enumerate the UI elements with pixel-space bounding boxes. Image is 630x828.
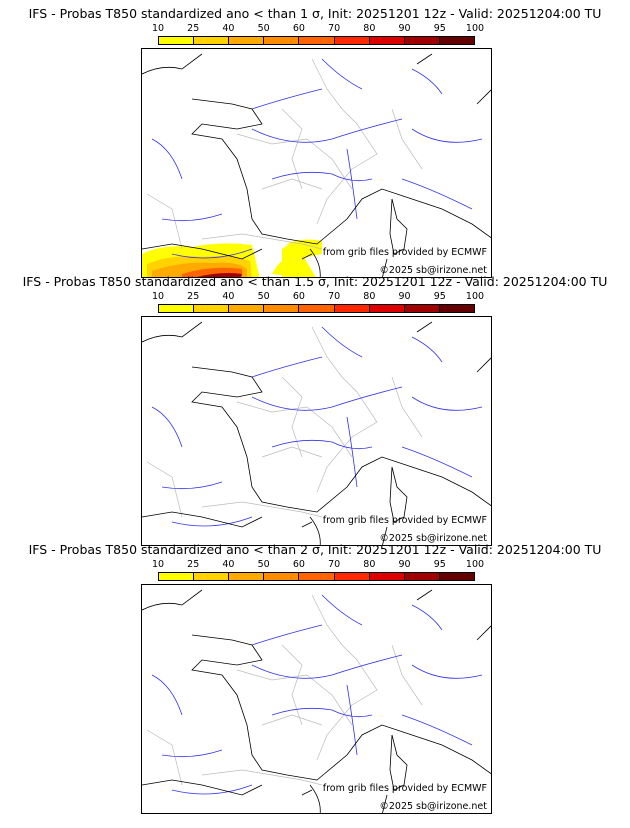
coastlines xyxy=(142,589,491,813)
colorbar-tick: 40 xyxy=(222,291,235,302)
colorbar-tick: 80 xyxy=(363,559,376,570)
colorbar-segment xyxy=(194,37,230,44)
colorbar-segment xyxy=(334,37,370,44)
rivers xyxy=(151,326,483,527)
colorbar-tick: 90 xyxy=(398,23,411,34)
probability-map[interactable]: from grib files provided by ECMWF ©2025 … xyxy=(141,48,492,278)
probability-field xyxy=(142,239,322,277)
borders xyxy=(146,594,423,786)
colorbar-segment xyxy=(439,573,474,580)
colorbar-segment xyxy=(369,573,405,580)
panel-title: IFS - Probas T850 standardized ano < tha… xyxy=(28,542,602,557)
colorbar-tick: 100 xyxy=(465,559,485,570)
borders xyxy=(146,326,423,518)
coastlines xyxy=(142,321,491,545)
colorbar-tick: 95 xyxy=(433,559,446,570)
coastlines xyxy=(142,53,491,277)
copyright-credit: ©2025 sb@irizone.net xyxy=(379,801,487,812)
borders xyxy=(146,58,423,250)
colorbar-segment xyxy=(229,37,265,44)
colorbar-segment xyxy=(404,37,440,44)
colorbar-tick: 70 xyxy=(328,291,341,302)
map-panel: IFS - Probas T850 standardized ano < tha… xyxy=(0,0,630,278)
colorbar-ticks: 10 25 40 50 60 70 80 90 95 100 xyxy=(152,559,484,570)
colorbar xyxy=(158,304,475,313)
colorbar-segment xyxy=(369,305,405,312)
rivers xyxy=(151,58,483,259)
colorbar-tick: 25 xyxy=(187,23,200,34)
colorbar-tick: 90 xyxy=(398,559,411,570)
colorbar-tick: 40 xyxy=(222,23,235,34)
probability-map[interactable]: from grib files provided by ECMWF ©2025 … xyxy=(141,316,492,546)
colorbar-tick: 70 xyxy=(328,23,341,34)
map-panel: IFS - Probas T850 standardized ano < tha… xyxy=(0,268,630,546)
colorbar-tick: 100 xyxy=(465,23,485,34)
source-credit: from grib files provided by ECMWF xyxy=(322,515,487,526)
colorbar-tick: 95 xyxy=(433,291,446,302)
source-credit: from grib files provided by ECMWF xyxy=(322,783,487,794)
colorbar-segment xyxy=(299,573,335,580)
rivers xyxy=(151,594,483,795)
colorbar-segment xyxy=(404,573,440,580)
colorbar-tick: 50 xyxy=(257,291,270,302)
colorbar-tick: 40 xyxy=(222,559,235,570)
colorbar-segment xyxy=(299,37,335,44)
colorbar-tick: 60 xyxy=(292,291,305,302)
colorbar-tick: 80 xyxy=(363,23,376,34)
colorbar-tick: 50 xyxy=(257,23,270,34)
colorbar-segment xyxy=(264,37,300,44)
probability-map[interactable]: from grib files provided by ECMWF ©2025 … xyxy=(141,584,492,814)
colorbar-tick: 90 xyxy=(398,291,411,302)
colorbar-tick: 25 xyxy=(187,291,200,302)
colorbar-tick: 60 xyxy=(292,559,305,570)
map-panel: IFS - Probas T850 standardized ano < tha… xyxy=(0,536,630,814)
colorbar-segment xyxy=(299,305,335,312)
colorbar-segment xyxy=(334,573,370,580)
colorbar-tick: 10 xyxy=(151,559,165,570)
colorbar-segment xyxy=(439,37,474,44)
colorbar-segment xyxy=(194,305,230,312)
colorbar-tick: 70 xyxy=(328,559,341,570)
probability-contour xyxy=(197,273,242,277)
colorbar xyxy=(158,36,475,45)
colorbar-segment xyxy=(264,573,300,580)
colorbar-tick: 80 xyxy=(363,291,376,302)
colorbar xyxy=(158,572,475,581)
colorbar-segment xyxy=(159,573,195,580)
colorbar-tick: 50 xyxy=(257,559,270,570)
colorbar-ticks: 10 25 40 50 60 70 80 90 95 100 xyxy=(152,23,484,34)
colorbar-segment xyxy=(229,573,265,580)
colorbar-ticks: 10 25 40 50 60 70 80 90 95 100 xyxy=(152,291,484,302)
colorbar-segment xyxy=(264,305,300,312)
colorbar-tick: 10 xyxy=(151,291,165,302)
colorbar-segment xyxy=(159,37,195,44)
source-credit: from grib files provided by ECMWF xyxy=(322,247,487,258)
colorbar-segment xyxy=(439,305,474,312)
copyright-credit: ©2025 sb@irizone.net xyxy=(379,533,487,544)
colorbar-segment xyxy=(334,305,370,312)
colorbar-tick: 60 xyxy=(292,23,305,34)
copyright-credit: ©2025 sb@irizone.net xyxy=(379,265,487,276)
panel-title: IFS - Probas T850 standardized ano < tha… xyxy=(22,274,608,289)
colorbar-segment xyxy=(369,37,405,44)
colorbar-segment xyxy=(404,305,440,312)
colorbar-tick: 25 xyxy=(187,559,200,570)
colorbar-segment xyxy=(159,305,195,312)
colorbar-tick: 95 xyxy=(433,23,446,34)
colorbar-tick: 10 xyxy=(151,23,165,34)
panel-title: IFS - Probas T850 standardized ano < tha… xyxy=(28,6,602,21)
colorbar-segment xyxy=(194,573,230,580)
colorbar-segment xyxy=(229,305,265,312)
colorbar-tick: 100 xyxy=(465,291,485,302)
probability-contour xyxy=(272,254,316,277)
